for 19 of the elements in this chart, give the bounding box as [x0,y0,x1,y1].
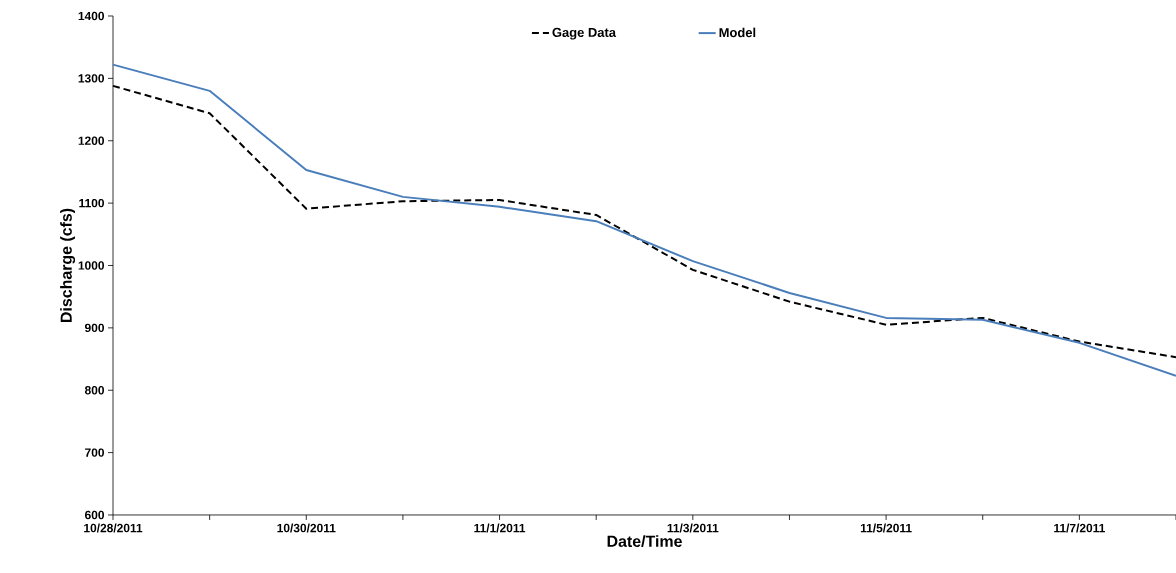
x-tick-label: 11/3/2011 [667,523,719,533]
y-tick-label: 1400 [78,11,105,21]
y-tick-label: 1100 [79,198,105,208]
x-tick-label: 10/30/2011 [277,523,336,533]
y-tick-label: 1000 [78,261,105,270]
x-axis-title: Date/Time [607,535,682,548]
x-tick-label: 11/7/2011 [1054,523,1105,533]
y-tick-label: 1300 [78,74,105,83]
y-tick-label: 1200 [78,136,105,145]
y-tick-label: 700 [85,448,105,457]
y-tick-label: 900 [84,323,105,333]
y-axis-title: Discharge (cfs) [60,208,76,322]
x-tick-label: 11/5/2011 [860,523,912,533]
legend-label: Gage Data [552,27,617,40]
legend-label: Model [719,27,756,38]
x-tick-label: 10/28/2011 [84,523,143,533]
y-tick-label: 600 [85,510,105,520]
y-tick-label: 800 [84,386,105,395]
x-tick-label: 11/1/2011 [474,523,526,533]
